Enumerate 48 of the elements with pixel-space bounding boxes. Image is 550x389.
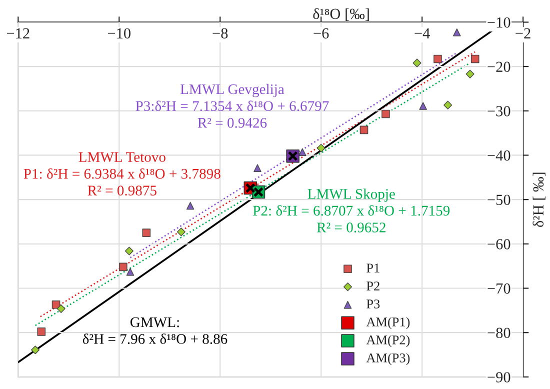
point	[31, 346, 40, 354]
point	[298, 148, 306, 156]
point	[142, 228, 151, 237]
y-axis-title: δ²H [ ‰]	[532, 172, 546, 227]
point	[186, 202, 194, 210]
x-tick-label: −6	[314, 28, 329, 39]
legend-label: P3	[366, 300, 380, 308]
point	[434, 54, 442, 64]
y-tick-label: −30	[488, 106, 510, 116]
y-tick-label: −90	[488, 372, 510, 382]
annotation: LMWL Gevgelija P3:δ²H = 7.1354 x δ¹⁸O + 6.6797 R² = 0.9426	[136, 84, 329, 128]
point	[412, 58, 422, 68]
x-tick-label: −12	[6, 28, 30, 38]
y-tick-label: −10	[488, 17, 510, 28]
legend-label: AM(P2)	[366, 335, 410, 348]
legend-label: P2	[366, 282, 380, 290]
point	[176, 228, 186, 236]
x-axis-title: δ¹⁸O [‰]	[313, 8, 369, 21]
point	[360, 126, 368, 134]
legend-label: P1	[366, 264, 380, 272]
y-tick-label: −50	[488, 194, 510, 206]
x-tick-label: −2	[516, 28, 530, 38]
legend-label: AM(P1)	[366, 317, 410, 330]
point	[254, 164, 262, 172]
x-tick-label: −4	[414, 28, 430, 38]
y-tick-label: −20	[488, 62, 510, 72]
point	[119, 262, 128, 272]
point	[124, 246, 134, 256]
annotation: LMWL Tetovo P1: δ²H = 6.9384 x δ¹⁸O + 3.7898 R² = 0.9875	[24, 152, 220, 196]
annotation: LMWL Skopje P2: δ²H = 6.8707 x δ¹⁸O + 1.7159 R² = 0.9652	[253, 188, 450, 232]
y-tick-label: −40	[488, 150, 510, 161]
point	[419, 102, 427, 110]
y-tick-label: −80	[488, 328, 510, 338]
point	[470, 54, 480, 64]
point	[37, 328, 46, 336]
point	[316, 144, 326, 152]
y-tick-label: −70	[488, 283, 510, 294]
y-tick-label: −60	[488, 239, 510, 250]
point	[466, 70, 474, 78]
point	[126, 268, 134, 276]
legend-label: AM(P3)	[366, 353, 410, 366]
point	[453, 28, 461, 36]
annotation: GMWL: δ²H = 7.96 x δ¹⁸O + 8.86	[82, 317, 228, 344]
point	[444, 100, 452, 110]
point	[56, 304, 66, 313]
x-tick-label: −8	[212, 28, 228, 39]
point	[382, 110, 390, 118]
x-tick-label: −10	[108, 28, 130, 39]
